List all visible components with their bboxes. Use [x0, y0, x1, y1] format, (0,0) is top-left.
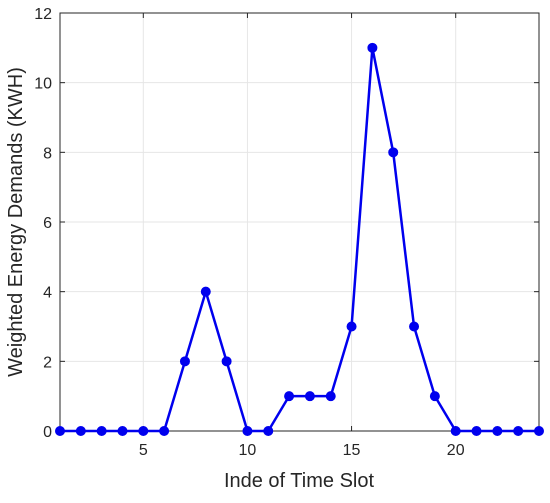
data-point: [117, 426, 128, 436]
y-tick-label: 6: [43, 215, 52, 232]
data-point: [200, 286, 211, 297]
x-tick-label: 20: [447, 442, 465, 459]
data-point: [534, 426, 544, 436]
tick-labels: 5 10 15 20 0 2 4 6 8 10 12: [34, 6, 464, 459]
data-point: [55, 426, 65, 436]
data-point: [263, 426, 274, 436]
y-axis-label: Weighted Energy Demands (KWH): [5, 67, 27, 377]
data-point: [159, 426, 170, 436]
data-point: [429, 391, 440, 402]
y-tick-label: 12: [34, 6, 52, 23]
data-point: [367, 42, 378, 53]
y-tick-label: 8: [43, 145, 52, 162]
y-tick-label: 2: [43, 354, 52, 371]
data-point: [388, 147, 399, 158]
data-point: [96, 426, 107, 436]
data-point: [75, 426, 86, 436]
x-axis-label: Inde of Time Slot: [224, 470, 375, 492]
data-point: [409, 321, 420, 332]
data-point: [284, 391, 295, 402]
data-point: [492, 426, 503, 436]
data-point: [304, 391, 315, 402]
data-point: [346, 321, 357, 332]
data-point: [450, 426, 461, 436]
y-tick-label: 10: [34, 76, 52, 93]
data-point: [221, 356, 232, 367]
data-point: [138, 426, 149, 436]
y-tick-label: 4: [43, 285, 52, 302]
data-point: [471, 426, 482, 436]
y-tick-label: 0: [43, 424, 52, 441]
data-point: [325, 391, 336, 402]
x-tick-label: 10: [239, 442, 257, 459]
data-series: [55, 42, 544, 436]
x-tick-label: 15: [343, 442, 361, 459]
data-point: [179, 356, 190, 367]
data-point: [513, 426, 524, 436]
data-point: [242, 426, 253, 436]
x-tick-label: 5: [139, 442, 148, 459]
